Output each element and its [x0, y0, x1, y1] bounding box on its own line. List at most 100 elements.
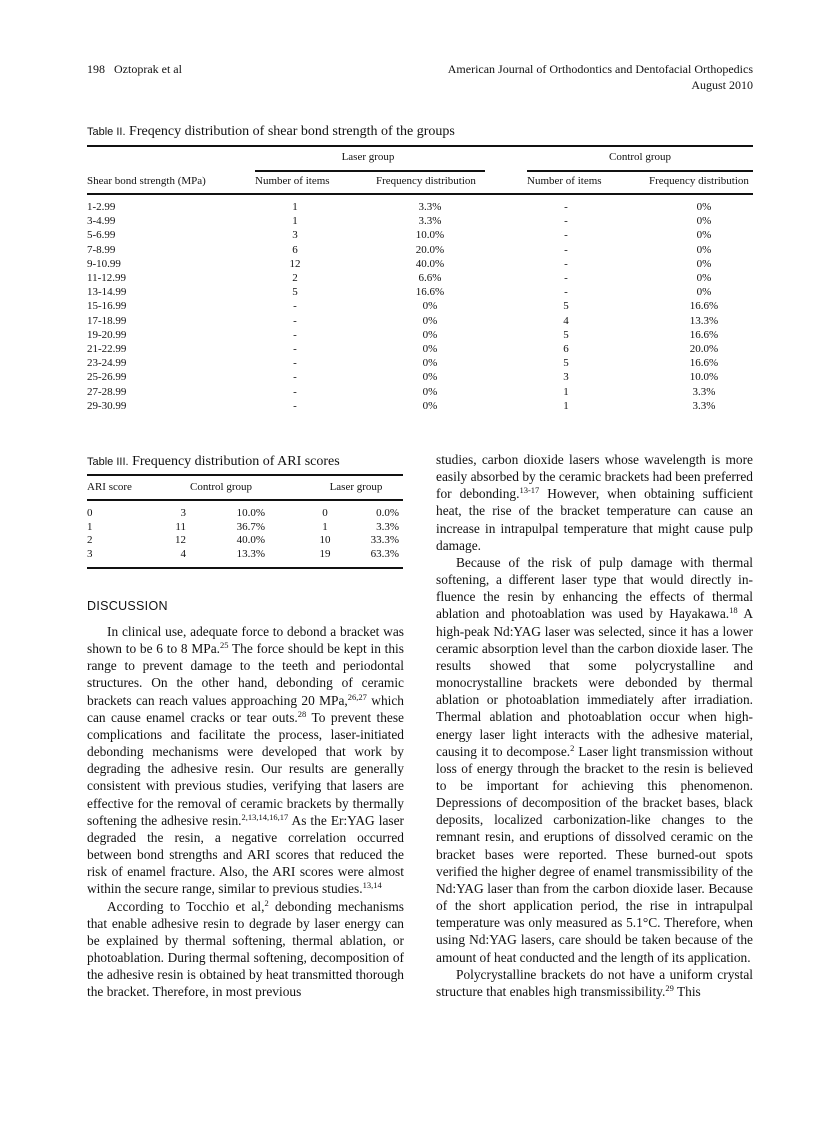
table3-cell: 36.7%	[236, 520, 265, 533]
table3-cell: 3	[87, 548, 93, 561]
table2-group-control: Control group	[608, 151, 672, 163]
table2-cell: 3.3%	[418, 201, 442, 213]
table2-cell: 40.0%	[415, 257, 445, 270]
table2-cell: 16.6%	[689, 328, 719, 341]
table2-cell: -	[564, 257, 568, 270]
table2-cell: 6	[292, 243, 298, 256]
table2-cell: 7-8.99	[87, 243, 116, 256]
table3-cell: 0	[87, 507, 93, 519]
table2-cell: 0%	[422, 357, 438, 370]
table3-cell: 0	[322, 507, 328, 519]
table2-title: Freqency distribution of shear bond stre…	[129, 124, 455, 139]
paragraph-text: This	[673, 983, 701, 999]
table2-laser-rule	[255, 170, 485, 172]
table2-cell: 4	[563, 314, 569, 327]
table2-cell: 25-26.99	[87, 371, 127, 384]
table3-col-control: Control group	[189, 481, 253, 493]
table2-cell: 20.0%	[689, 343, 719, 355]
table3-cell: 4	[180, 548, 187, 561]
table2-cell: 6.6%	[418, 272, 442, 284]
table3-cell: 1	[87, 520, 93, 533]
table2-cell: 3	[292, 229, 298, 242]
table2-col-strength: Shear bond strength (MPa)	[87, 175, 206, 187]
paragraph-text: which can cause enamel cracks or tear ou…	[87, 692, 404, 725]
table3-cell: 13.3%	[236, 548, 265, 561]
paragraph: In clinical use, adequate force to debon…	[87, 623, 404, 898]
table2-cell: 1	[563, 385, 569, 398]
paragraph-text: debonding mechanisms that enable adhesiv…	[87, 898, 404, 1000]
table2-label: Table II.	[87, 126, 126, 138]
table2-cell: 15-16.99	[87, 300, 127, 313]
citation-superscript: 18	[729, 605, 738, 616]
table3-cell: 3.3%	[376, 520, 399, 533]
paragraph-text: Polycrystalline brackets do not have a u…	[436, 966, 753, 999]
table2-cell: 3.3%	[692, 385, 716, 398]
table2-cell: 5	[563, 328, 569, 341]
table2-cell: 0%	[696, 229, 712, 242]
table3-cell: 19	[319, 548, 331, 561]
table2-cell: 1	[292, 215, 298, 228]
table2-cell: 16.6%	[689, 357, 719, 370]
table2-cell: -	[293, 328, 297, 341]
paragraph: According to Tocchio et al,2 debonding m…	[87, 898, 404, 1001]
table2-cell: -	[293, 371, 297, 384]
left-column-text: In clinical use, adequate force to debon…	[87, 623, 404, 1000]
table3-top-rule	[87, 474, 403, 476]
table2-cell: 0%	[696, 257, 712, 270]
table2-cell: 10.0%	[689, 371, 719, 384]
table2-cell: 11-12.99	[87, 272, 127, 284]
table2-cell: -	[293, 385, 297, 398]
citation-superscript: 28	[297, 708, 307, 719]
table2-cell: 5-6.99	[87, 229, 116, 242]
paragraph-text: As the Er:YAG laser degraded the resin, …	[87, 812, 405, 897]
table2-cell: 1	[563, 399, 569, 412]
table2-cell: 16.6%	[689, 300, 719, 313]
table2-cell: 10.0%	[415, 229, 445, 242]
table3-bottom-rule	[87, 567, 403, 569]
table2-cell: 1-2.99	[87, 201, 116, 213]
table2-cell: -	[564, 243, 568, 256]
table3-cell: 63.3%	[370, 548, 399, 561]
table3-cell: 33.3%	[370, 534, 399, 547]
table3-cell: 40.0%	[236, 534, 265, 547]
table2-group-laser: Laser group	[341, 151, 395, 163]
table2-cell: 0%	[422, 328, 438, 341]
paragraph-text: A high-peak Nd:YAG laser was selected, s…	[436, 606, 753, 759]
table2-cell: -	[293, 357, 297, 370]
table2-col-laser-freq: Frequency distribution	[376, 175, 476, 187]
paragraph: Because of the risk of pulp damage with …	[436, 554, 753, 966]
running-header-date: August 2010	[691, 78, 753, 92]
table2-cell: -	[293, 314, 297, 327]
paragraph-text: Because of the risk of pulp damage with …	[436, 554, 753, 622]
citation-superscript: 2	[264, 897, 269, 908]
paragraph: studies, carbon dioxide lasers whose wav…	[436, 451, 753, 554]
table2-cell: 0%	[696, 201, 712, 213]
running-header-page-author: 198 Oztoprak et al	[87, 62, 182, 76]
citation-superscript: 13-17	[519, 485, 540, 496]
paragraph-text: However, when obtaining sufficient heat,…	[436, 486, 753, 553]
table2-cell: -	[564, 229, 568, 242]
table2-cell: 5	[563, 300, 569, 313]
table2-col-laser-num: Number of items	[255, 175, 330, 187]
table2-cell: 0%	[422, 300, 438, 313]
table2-cell: 21-22.99	[87, 343, 127, 355]
table2-cell: 0%	[422, 343, 438, 355]
paragraph: Polycrystalline brackets do not have a u…	[436, 966, 753, 1000]
table2-cell: -	[293, 300, 297, 313]
citation-superscript: 2	[570, 742, 575, 753]
paragraph-text: In clinical use, adequate force to debon…	[87, 624, 404, 657]
table2-cell: 13.3%	[689, 314, 719, 327]
table2-cell: 0%	[696, 215, 712, 228]
table3-label: Table III.	[87, 456, 129, 468]
table2-caption: Table II. Freqency distribution of shear…	[87, 124, 455, 140]
table2-control-rule	[527, 170, 753, 172]
right-column-text: studies, carbon dioxide lasers whose wav…	[436, 451, 753, 1000]
table2-top-rule	[87, 145, 753, 147]
citation-superscript: 2,13,14,16,17	[241, 811, 289, 822]
table2-col-control-freq: Frequency distribution	[649, 175, 749, 187]
table2-cell: 27-28.99	[87, 385, 127, 398]
table2-cell: 23-24.99	[87, 357, 127, 370]
table3-cell: 10.0%	[236, 507, 265, 519]
table2-cell: 3-4.99	[87, 215, 116, 228]
